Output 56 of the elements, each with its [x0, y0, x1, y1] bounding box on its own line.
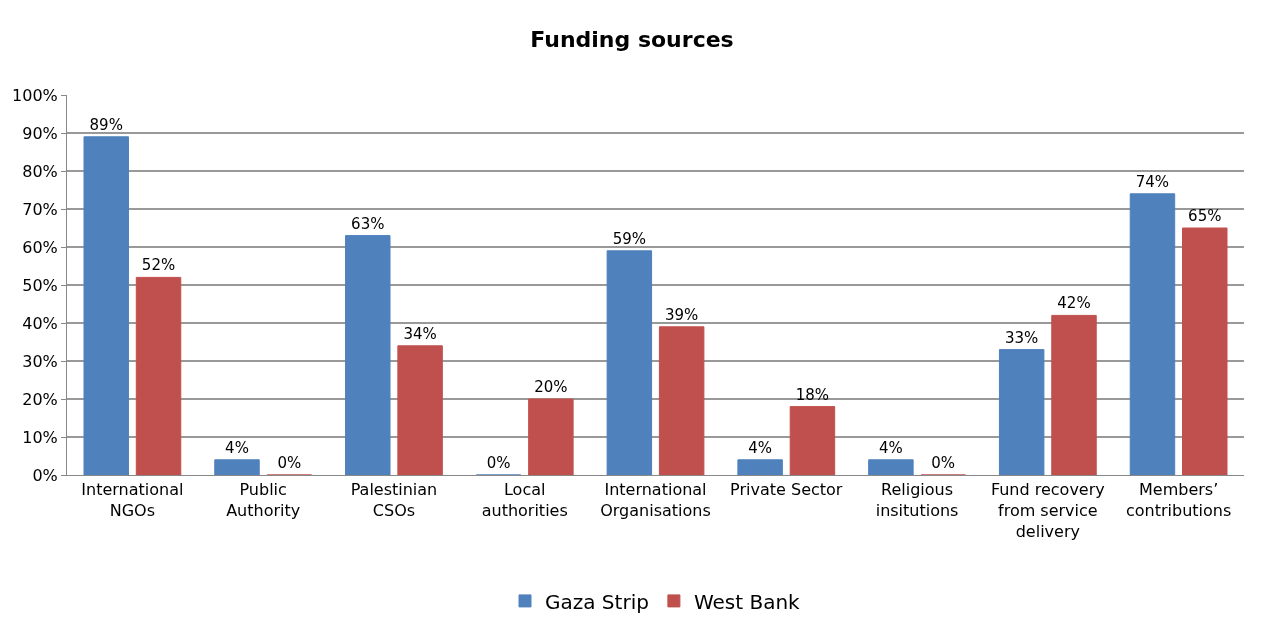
x-tick-label: Fund recovery from service delivery — [990, 480, 1105, 541]
y-tick-label: 10% — [22, 427, 58, 447]
data-label: 59% — [612, 229, 647, 248]
data-label: 34% — [403, 324, 437, 343]
y-tick-label: 50% — [22, 275, 58, 295]
y-tick-label: 90% — [22, 123, 58, 143]
data-label: 4% — [879, 438, 903, 457]
x-tick-label: Public Authority — [226, 480, 301, 520]
data-label: 63% — [351, 214, 385, 233]
data-label: 52% — [141, 256, 176, 275]
x-tick-label: International NGOs — [81, 480, 184, 520]
y-tick-label: 40% — [22, 313, 58, 333]
data-label: 74% — [1135, 172, 1170, 191]
y-tick-label: 20% — [22, 389, 58, 409]
data-label: 0% — [486, 454, 511, 472]
data-label: 89% — [89, 115, 123, 134]
legend-label: West Bank — [693, 589, 801, 614]
bar — [658, 326, 705, 475]
bar — [1129, 193, 1176, 475]
data-label: 0% — [931, 454, 956, 472]
data-label: 33% — [1005, 328, 1039, 347]
bar — [83, 136, 129, 475]
data-label: 0% — [277, 454, 302, 472]
bar — [1182, 227, 1228, 475]
bar — [345, 235, 391, 475]
data-label: 4% — [748, 438, 773, 457]
bar — [606, 250, 653, 475]
y-tick-label: 80% — [22, 161, 58, 181]
bar — [789, 406, 836, 475]
y-tick-label: 0% — [32, 465, 58, 485]
bar — [528, 398, 574, 475]
y-tick-label: 70% — [22, 199, 58, 219]
bar — [868, 459, 914, 475]
data-label: 65% — [1188, 207, 1222, 225]
y-tick-label: 100% — [12, 85, 58, 105]
x-tick-label: Private Sector — [730, 480, 843, 500]
data-label: 39% — [664, 305, 699, 324]
chart-title: Funding sources — [530, 27, 734, 52]
x-tick-label: Local authorities — [481, 480, 568, 520]
x-tick-label: International Organisations — [600, 480, 711, 520]
y-tick-label: 30% — [22, 351, 58, 371]
y-tick-label: 60% — [22, 237, 58, 257]
bar — [397, 345, 443, 475]
bar — [214, 459, 260, 475]
data-label: 42% — [1057, 294, 1091, 313]
x-tick-label: Members’ contributions — [1125, 480, 1232, 520]
data-label: 18% — [795, 385, 830, 404]
bar — [737, 459, 783, 475]
bar — [1051, 314, 1097, 475]
x-tick-label: Palestinian CSOs — [350, 480, 438, 520]
bar — [135, 276, 182, 475]
x-tick-label: Religious insitutions — [875, 480, 959, 520]
data-label: 4% — [225, 438, 249, 457]
legend-label: Gaza Strip — [545, 589, 649, 614]
data-label: 20% — [534, 378, 568, 396]
bar — [998, 349, 1045, 475]
